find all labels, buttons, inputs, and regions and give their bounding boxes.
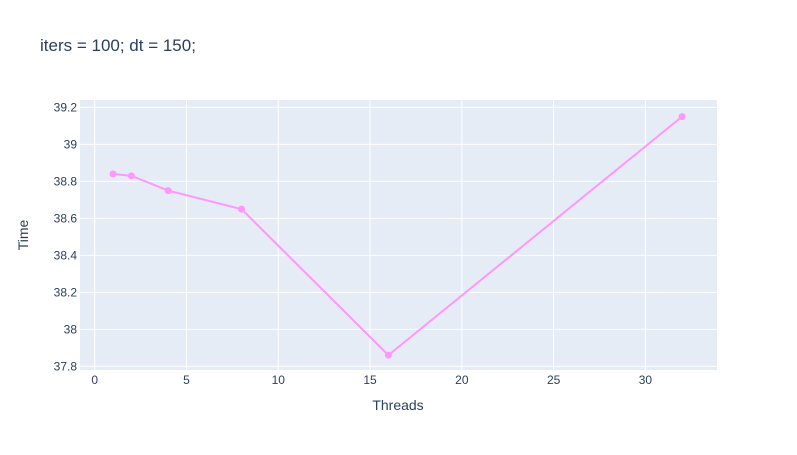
- data-point[interactable]: [109, 170, 117, 178]
- y-tick-label: 39.2: [54, 100, 78, 114]
- y-axis-title: Time: [15, 219, 31, 250]
- x-tick-label: 15: [363, 373, 377, 387]
- x-tick-label: 5: [183, 373, 190, 387]
- grid-lines: [80, 100, 717, 370]
- y-tick-label: 38.2: [54, 285, 78, 299]
- y-tick-label: 38.6: [54, 211, 78, 225]
- y-tick-label: 39: [64, 137, 78, 151]
- x-tick-label: 0: [91, 373, 98, 387]
- data-point[interactable]: [678, 113, 686, 121]
- y-tick-labels: 37.8 38 38.2 38.4 38.6 38.8 39 39.2: [54, 100, 78, 373]
- data-point[interactable]: [384, 351, 392, 359]
- x-tick-label: 25: [547, 373, 561, 387]
- y-tick-label: 38: [64, 322, 78, 336]
- x-tick-label: 20: [455, 373, 469, 387]
- data-point[interactable]: [127, 172, 135, 180]
- x-tick-labels: 0 5 10 15 20 25 30: [91, 373, 652, 387]
- data-point[interactable]: [164, 187, 172, 195]
- x-tick-label: 30: [639, 373, 653, 387]
- chart-title: iters = 100; dt = 150;: [40, 36, 196, 55]
- data-point[interactable]: [238, 205, 246, 213]
- y-tick-label: 37.8: [54, 359, 78, 373]
- y-tick-label: 38.8: [54, 174, 78, 188]
- series-layer: [109, 113, 686, 359]
- x-axis-title: Threads: [372, 397, 423, 413]
- y-tick-label: 38.4: [54, 248, 78, 262]
- x-tick-label: 10: [272, 373, 286, 387]
